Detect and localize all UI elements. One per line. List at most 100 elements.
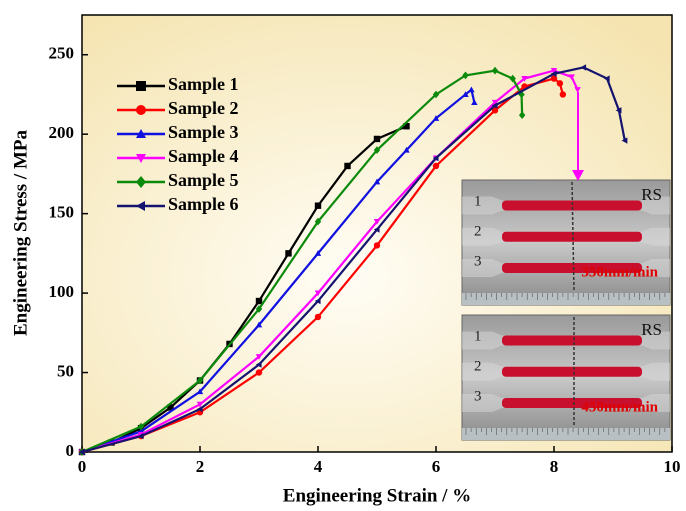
ruler <box>462 428 670 440</box>
arrow-head <box>572 170 584 181</box>
marker <box>196 376 204 385</box>
x-tick-label: 8 <box>550 457 559 476</box>
marker <box>196 405 203 413</box>
marker <box>403 146 410 153</box>
marker <box>621 137 628 144</box>
marker <box>314 202 322 209</box>
marker <box>471 99 478 105</box>
marker <box>373 242 381 249</box>
ruler <box>462 293 670 305</box>
gauge-red <box>502 366 642 377</box>
marker <box>603 75 610 82</box>
marker <box>373 226 380 233</box>
y-tick-label: 200 <box>49 123 75 142</box>
marker <box>568 74 575 81</box>
marker <box>314 290 322 297</box>
marker <box>314 217 322 226</box>
marker <box>468 86 475 93</box>
legend-marker <box>136 201 145 211</box>
marker <box>518 111 526 119</box>
marker <box>432 90 440 99</box>
legend-label: Sample 4 <box>168 146 239 166</box>
marker <box>491 66 499 75</box>
row-label: 1 <box>474 193 482 209</box>
marker <box>137 422 145 431</box>
marker <box>314 250 322 256</box>
marker <box>550 70 557 77</box>
marker <box>491 107 499 114</box>
marker <box>432 115 440 121</box>
marker <box>521 76 528 82</box>
marker <box>432 162 440 170</box>
side-label: RS <box>641 185 662 204</box>
y-tick-label: 150 <box>49 203 75 222</box>
marker <box>559 91 567 98</box>
x-tick-label: 0 <box>78 457 87 476</box>
marker <box>491 99 499 106</box>
marker <box>255 369 263 376</box>
marker <box>518 90 525 99</box>
gauge-red <box>502 263 642 273</box>
y-tick-label: 100 <box>49 282 75 301</box>
y-tick-label: 250 <box>49 44 75 63</box>
marker <box>550 68 558 74</box>
marker <box>373 146 381 154</box>
gauge-red <box>502 231 642 242</box>
speed-label: 350mm/min <box>581 264 658 280</box>
legend-marker <box>136 129 146 138</box>
marker <box>373 219 381 225</box>
legend-marker <box>136 81 146 91</box>
marker <box>255 354 263 360</box>
row-label: 2 <box>474 358 482 374</box>
marker <box>574 87 581 93</box>
x-tick-label: 2 <box>196 457 205 476</box>
y-tick-label: 50 <box>57 361 74 380</box>
row-label: 2 <box>474 223 482 239</box>
row-label: 3 <box>474 253 482 269</box>
side-label: RS <box>641 320 662 339</box>
marker <box>373 135 381 143</box>
marker <box>78 448 85 456</box>
marker <box>462 71 469 80</box>
legend-marker <box>136 105 146 115</box>
marker <box>314 313 322 321</box>
marker <box>167 404 174 411</box>
legend-label: Sample 5 <box>168 170 239 190</box>
marker <box>255 321 263 328</box>
legend-marker <box>136 154 146 163</box>
gauge-red <box>502 335 642 346</box>
gauge-red <box>502 200 642 211</box>
row-label: 3 <box>474 388 482 404</box>
row-label: 1 <box>474 328 482 344</box>
marker <box>196 388 204 395</box>
legend-label: Sample 1 <box>168 74 239 94</box>
x-tick-label: 4 <box>314 457 323 476</box>
data-line <box>81 69 524 454</box>
marker <box>344 162 351 170</box>
marker <box>255 361 262 368</box>
data-line <box>81 69 579 454</box>
marker <box>285 250 292 257</box>
marker <box>255 305 263 313</box>
x-tick-label: 10 <box>664 457 681 476</box>
data-line <box>81 125 407 454</box>
legend-marker <box>136 176 146 188</box>
marker <box>137 432 144 440</box>
marker <box>255 297 263 305</box>
marker <box>491 102 498 109</box>
marker <box>314 297 321 305</box>
crack <box>571 181 575 292</box>
x-tick-label: 6 <box>432 457 441 476</box>
legend-label: Sample 3 <box>168 122 239 142</box>
marker <box>196 401 204 408</box>
y-tick-label: 0 <box>66 441 75 460</box>
speed-label: 450mm/min <box>581 399 658 415</box>
y-axis-label: Engineering Stress / MPa <box>10 130 31 337</box>
marker <box>580 64 587 71</box>
marker <box>550 75 558 82</box>
gauge-red <box>502 398 642 408</box>
marker <box>509 74 516 83</box>
x-axis-label: Engineering Strain / % <box>283 485 471 506</box>
marker <box>615 107 622 114</box>
legend-label: Sample 6 <box>168 194 239 214</box>
